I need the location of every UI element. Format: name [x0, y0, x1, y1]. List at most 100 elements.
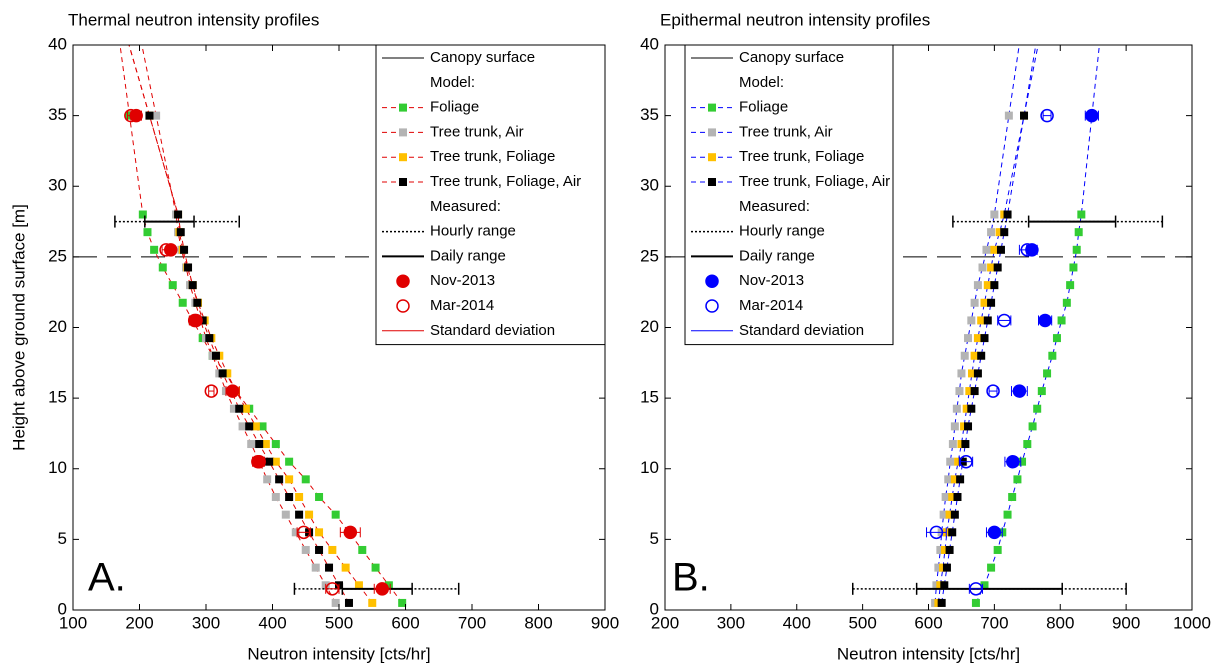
- x-tick-label: 500: [325, 613, 353, 632]
- model-line-extension: [1023, 45, 1037, 116]
- legend-label: Foliage: [430, 99, 479, 116]
- measured-point: [124, 108, 138, 123]
- model-point: [942, 563, 951, 572]
- y-tick-label: 5: [58, 529, 67, 548]
- x-tick-label: 600: [914, 613, 942, 632]
- error-bar: [127, 110, 135, 121]
- model-point: [263, 475, 272, 484]
- model-point: [961, 440, 970, 449]
- legend-swatch: [399, 128, 407, 137]
- model-point: [950, 475, 959, 484]
- y-tick-label: 15: [640, 388, 659, 407]
- model-point: [939, 510, 948, 519]
- model-point: [245, 422, 254, 431]
- y-tick-label: 10: [640, 458, 659, 477]
- model-point: [261, 440, 270, 449]
- model-point: [1048, 351, 1057, 360]
- model-point: [218, 369, 227, 378]
- y-tick-label: 25: [48, 246, 67, 265]
- model-point: [960, 351, 969, 360]
- x-tick-label: 900: [591, 613, 619, 632]
- model-point: [251, 422, 260, 431]
- model-point: [223, 369, 232, 378]
- model-point: [964, 334, 973, 343]
- model-point: [995, 228, 1004, 237]
- model-point: [188, 281, 197, 290]
- model-point: [1069, 263, 1078, 272]
- model-point: [948, 493, 957, 501]
- model-point: [945, 545, 954, 554]
- legend-label: Hourly range: [430, 223, 516, 240]
- legend-label: Standard deviation: [739, 322, 864, 339]
- legend-box: [375, 44, 606, 346]
- y-tick-label: 0: [58, 599, 67, 618]
- model-point: [193, 298, 202, 307]
- x-axis-label: Neutron intensity [cts/hr]: [247, 644, 430, 663]
- measured-point: [225, 384, 240, 398]
- model-point: [978, 263, 987, 272]
- model-point: [368, 598, 377, 607]
- measured-point: [159, 243, 173, 257]
- daily-range: [915, 582, 1063, 595]
- model-point: [973, 369, 982, 378]
- legend-swatch: [708, 153, 716, 162]
- x-tick-label: 800: [1046, 613, 1074, 632]
- model-point: [176, 228, 185, 237]
- model-point: [980, 581, 989, 590]
- x-tick-label: 700: [980, 613, 1008, 632]
- model-point: [944, 475, 953, 484]
- model-point: [934, 563, 943, 572]
- measured-point: [959, 454, 973, 469]
- plot-frame: [664, 44, 1193, 611]
- model-point: [967, 369, 976, 378]
- model-point: [1074, 228, 1083, 237]
- legend-label: Model:: [430, 74, 475, 91]
- model-point: [970, 387, 979, 396]
- model-point: [1023, 440, 1032, 449]
- panel-label: B.: [672, 556, 710, 600]
- model-point: [940, 581, 949, 590]
- x-tick-label: 600: [391, 613, 419, 632]
- model-point: [1020, 111, 1029, 120]
- y-tick-label: 35: [640, 105, 659, 124]
- measured-point: [297, 525, 311, 540]
- legend-label: Hourly range: [739, 223, 825, 240]
- model-point: [948, 528, 957, 537]
- model-point: [977, 316, 986, 325]
- model-point: [1062, 298, 1071, 307]
- model-point: [168, 281, 177, 290]
- x-tick-label: 1000: [1173, 613, 1211, 632]
- y-tick-label: 40: [640, 34, 659, 53]
- daily-range: [144, 215, 195, 228]
- model-point: [977, 351, 986, 360]
- model-point: [271, 457, 280, 466]
- model-point: [970, 351, 979, 360]
- model-point: [993, 545, 1002, 554]
- daily-range: [1027, 215, 1117, 228]
- measured-point: [969, 582, 983, 596]
- model-point: [980, 298, 989, 307]
- model-point: [184, 263, 193, 272]
- measured-point: [251, 454, 265, 469]
- model-point: [325, 563, 334, 572]
- x-tick-label: 300: [192, 613, 220, 632]
- hourly-range: [114, 215, 240, 228]
- chart-title: Thermal neutron intensity profiles: [68, 10, 319, 29]
- model-point: [983, 316, 992, 325]
- model-point: [301, 545, 310, 554]
- model-point: [987, 298, 996, 307]
- model-point: [936, 545, 945, 554]
- y-tick-label: 20: [48, 317, 67, 336]
- model-point: [990, 281, 999, 290]
- legend-swatch: [708, 178, 716, 186]
- model-point: [150, 245, 159, 254]
- legend-label: Foliage: [739, 99, 788, 116]
- model-point: [942, 528, 951, 537]
- legend-label: Measured:: [430, 198, 501, 215]
- panel: 100 200 300 400 500 600 700 800 900 0 5 10 15 20 25 30 3…: [9, 10, 619, 663]
- plot-area: [665, 45, 1192, 607]
- model-point: [301, 475, 310, 484]
- measured-point: [325, 582, 340, 596]
- model-point: [971, 598, 980, 607]
- model-point: [229, 404, 238, 413]
